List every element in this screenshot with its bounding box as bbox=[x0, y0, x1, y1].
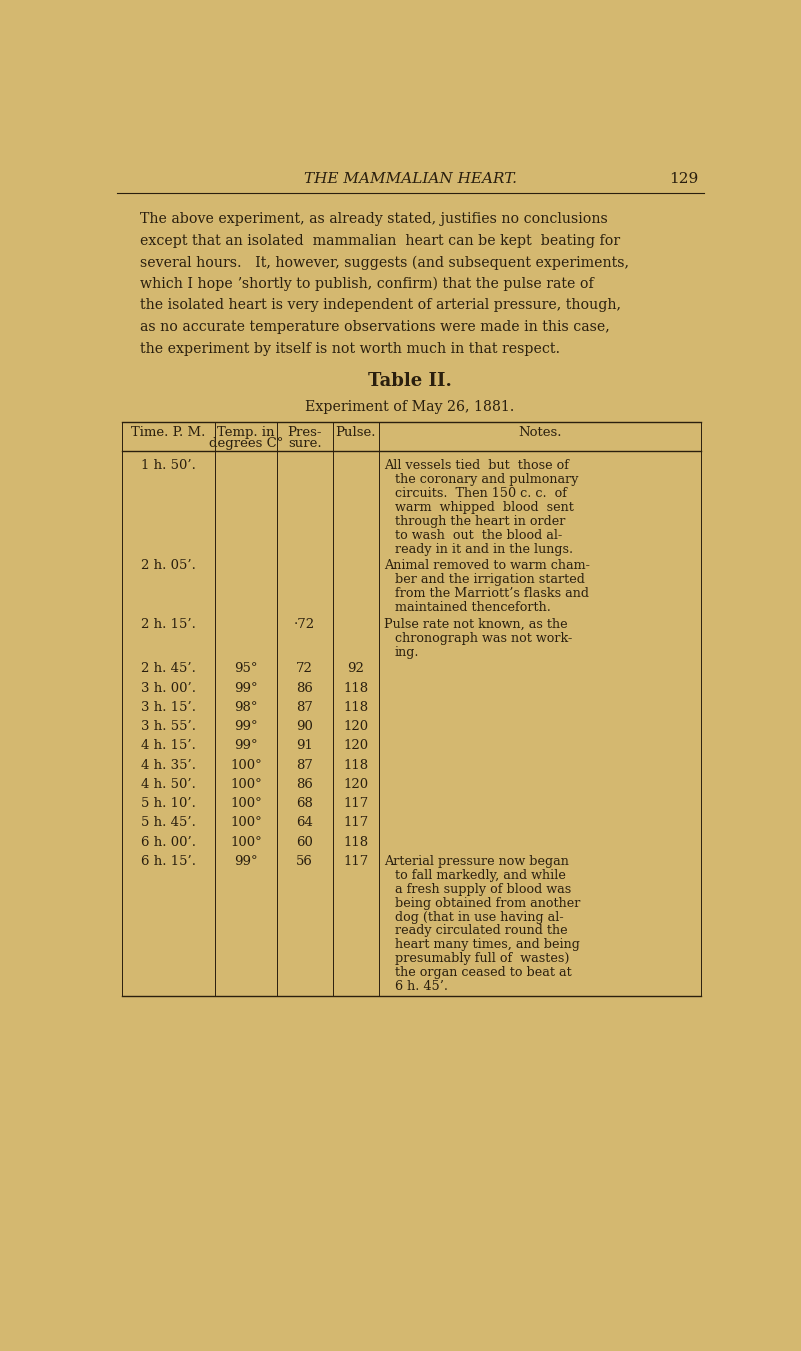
Text: 87: 87 bbox=[296, 701, 313, 713]
Text: 6 h. 15’.: 6 h. 15’. bbox=[141, 855, 195, 867]
Text: 99°: 99° bbox=[234, 681, 258, 694]
Text: 72: 72 bbox=[296, 662, 313, 676]
Text: 56: 56 bbox=[296, 855, 313, 867]
Text: 118: 118 bbox=[344, 701, 368, 713]
Text: 120: 120 bbox=[344, 739, 368, 753]
Text: 64: 64 bbox=[296, 816, 313, 830]
Text: heart many times, and being: heart many times, and being bbox=[395, 939, 579, 951]
Text: being obtained from another: being obtained from another bbox=[395, 897, 580, 909]
Text: 117: 117 bbox=[344, 797, 368, 811]
Text: 2 h. 15’.: 2 h. 15’. bbox=[141, 617, 195, 631]
Text: 4 h. 50’.: 4 h. 50’. bbox=[141, 778, 195, 790]
Text: ready circulated round the: ready circulated round the bbox=[395, 924, 567, 938]
Text: 4 h. 35’.: 4 h. 35’. bbox=[141, 758, 195, 771]
Text: 100°: 100° bbox=[230, 797, 262, 811]
Text: 6 h. 45’.: 6 h. 45’. bbox=[395, 979, 448, 993]
Text: Table II.: Table II. bbox=[368, 373, 452, 390]
Text: a fresh supply of blood was: a fresh supply of blood was bbox=[395, 882, 571, 896]
Text: 117: 117 bbox=[344, 855, 368, 867]
Text: Notes.: Notes. bbox=[518, 426, 562, 439]
Text: which I hope ʼshortly to publish, confirm) that the pulse rate of: which I hope ʼshortly to publish, confir… bbox=[140, 277, 594, 292]
Text: Temp. in: Temp. in bbox=[217, 426, 275, 439]
Text: The above experiment, as already stated, justifies no conclusions: The above experiment, as already stated,… bbox=[140, 212, 608, 226]
Text: through the heart in order: through the heart in order bbox=[395, 515, 565, 528]
Text: 120: 120 bbox=[344, 778, 368, 790]
Text: 100°: 100° bbox=[230, 835, 262, 848]
Text: 68: 68 bbox=[296, 797, 313, 811]
Text: 117: 117 bbox=[344, 816, 368, 830]
Text: ber and the irrigation started: ber and the irrigation started bbox=[395, 573, 585, 586]
Text: the isolated heart is very independent of arterial pressure, though,: the isolated heart is very independent o… bbox=[140, 299, 622, 312]
Text: 6 h. 00’.: 6 h. 00’. bbox=[141, 835, 195, 848]
Text: Experiment of May 26, 1881.: Experiment of May 26, 1881. bbox=[305, 400, 515, 413]
Text: 99°: 99° bbox=[234, 855, 258, 867]
Text: from the Marriott’s flasks and: from the Marriott’s flasks and bbox=[395, 588, 589, 600]
Text: the coronary and pulmonary: the coronary and pulmonary bbox=[395, 473, 578, 486]
Text: 5 h. 45’.: 5 h. 45’. bbox=[141, 816, 195, 830]
Text: 2 h. 05’.: 2 h. 05’. bbox=[141, 559, 195, 571]
Text: 4 h. 15’.: 4 h. 15’. bbox=[141, 739, 195, 753]
Text: 100°: 100° bbox=[230, 816, 262, 830]
Text: 99°: 99° bbox=[234, 739, 258, 753]
Text: 86: 86 bbox=[296, 681, 313, 694]
Text: the experiment by itself is not worth much in that respect.: the experiment by itself is not worth mu… bbox=[140, 342, 561, 355]
Text: 100°: 100° bbox=[230, 778, 262, 790]
Text: ·72: ·72 bbox=[294, 617, 316, 631]
Text: 100°: 100° bbox=[230, 758, 262, 771]
Text: 129: 129 bbox=[669, 172, 698, 186]
Text: 1 h. 50’.: 1 h. 50’. bbox=[141, 459, 195, 471]
Text: 86: 86 bbox=[296, 778, 313, 790]
Text: 120: 120 bbox=[344, 720, 368, 734]
Text: as no accurate temperature observations were made in this case,: as no accurate temperature observations … bbox=[140, 320, 610, 334]
Text: 87: 87 bbox=[296, 758, 313, 771]
Text: ready in it and in the lungs.: ready in it and in the lungs. bbox=[395, 543, 573, 555]
Text: 118: 118 bbox=[344, 835, 368, 848]
Text: 60: 60 bbox=[296, 835, 313, 848]
Text: warm  whipped  blood  sent: warm whipped blood sent bbox=[395, 501, 574, 513]
Text: except that an isolated  mammalian  heart can be kept  beating for: except that an isolated mammalian heart … bbox=[140, 234, 621, 247]
Text: Pres-: Pres- bbox=[288, 426, 322, 439]
Text: the organ ceased to beat at: the organ ceased to beat at bbox=[395, 966, 571, 979]
Text: THE MAMMALIAN HEART.: THE MAMMALIAN HEART. bbox=[304, 172, 517, 186]
Text: to wash  out  the blood al-: to wash out the blood al- bbox=[395, 528, 562, 542]
Text: to fall markedly, and while: to fall markedly, and while bbox=[395, 869, 566, 882]
Text: All vessels tied  but  those of: All vessels tied but those of bbox=[384, 459, 569, 473]
Text: 2 h. 45’.: 2 h. 45’. bbox=[141, 662, 195, 676]
Text: chronograph was not work-: chronograph was not work- bbox=[395, 632, 572, 644]
Text: 95°: 95° bbox=[234, 662, 258, 676]
Text: maintained thenceforth.: maintained thenceforth. bbox=[395, 601, 550, 613]
Text: sure.: sure. bbox=[288, 436, 321, 450]
Text: presumably full of  wastes): presumably full of wastes) bbox=[395, 952, 570, 965]
Text: 98°: 98° bbox=[234, 701, 258, 713]
Text: 99°: 99° bbox=[234, 720, 258, 734]
Text: 91: 91 bbox=[296, 739, 313, 753]
Text: 118: 118 bbox=[344, 681, 368, 694]
Text: Arterial pressure now began: Arterial pressure now began bbox=[384, 855, 569, 869]
Text: 92: 92 bbox=[348, 662, 364, 676]
Text: 118: 118 bbox=[344, 758, 368, 771]
Text: Animal removed to warm cham-: Animal removed to warm cham- bbox=[384, 559, 590, 573]
Text: ing.: ing. bbox=[395, 646, 419, 659]
Text: 90: 90 bbox=[296, 720, 313, 734]
Text: several hours.   It, however, suggests (and subsequent experiments,: several hours. It, however, suggests (an… bbox=[140, 255, 630, 270]
Text: degrees C°: degrees C° bbox=[208, 436, 283, 450]
Text: 3 h. 55’.: 3 h. 55’. bbox=[141, 720, 195, 734]
Text: Pulse rate not known, as the: Pulse rate not known, as the bbox=[384, 617, 567, 631]
Text: 5 h. 10’.: 5 h. 10’. bbox=[141, 797, 195, 811]
Text: Pulse.: Pulse. bbox=[336, 426, 376, 439]
Text: circuits.  Then 150 c. c.  of: circuits. Then 150 c. c. of bbox=[395, 488, 566, 500]
Text: Time. P. M.: Time. P. M. bbox=[131, 426, 206, 439]
Text: 3 h. 00’.: 3 h. 00’. bbox=[141, 681, 195, 694]
Text: dog (that in use having al-: dog (that in use having al- bbox=[395, 911, 563, 924]
Text: 3 h. 15’.: 3 h. 15’. bbox=[141, 701, 195, 713]
